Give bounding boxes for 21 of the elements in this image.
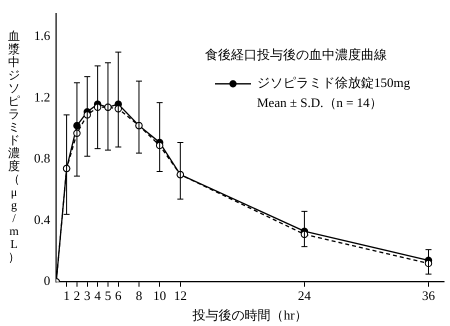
text: 食後経口投与後の血中濃度曲線 bbox=[205, 47, 387, 62]
legend-label: ジソピラミド徐放錠150mg bbox=[257, 75, 411, 90]
x-tick-label: 5 bbox=[104, 288, 112, 304]
x-tick-label: 1 bbox=[63, 288, 70, 304]
x-tick-label: 6 bbox=[115, 288, 122, 304]
text: 血漿中ジソピラミド濃度（μg/mL） bbox=[8, 28, 20, 264]
x-axis-title: 投与後の時間（hr） bbox=[192, 308, 308, 323]
x-tick-label: 36 bbox=[422, 288, 436, 304]
x-tick-label: 3 bbox=[84, 288, 91, 304]
y-tick-label: 0 bbox=[44, 273, 50, 288]
x-tick-label: 4 bbox=[94, 288, 102, 304]
x-tick-label: 24 bbox=[298, 288, 312, 304]
y-tick-label: 0.4 bbox=[34, 212, 51, 227]
y-tick-label: 1.6 bbox=[34, 28, 51, 44]
x-tick-label: 12 bbox=[174, 288, 187, 304]
x-tick-label: 2 bbox=[74, 288, 80, 304]
x-tick-label: 8 bbox=[136, 288, 142, 304]
x-tick-label: 10 bbox=[153, 288, 166, 304]
y-tick-label: 0.8 bbox=[34, 150, 50, 166]
annotation: Mean ± S.D.（n = 14） bbox=[257, 95, 383, 110]
y-tick-label: 1.2 bbox=[34, 89, 50, 104]
